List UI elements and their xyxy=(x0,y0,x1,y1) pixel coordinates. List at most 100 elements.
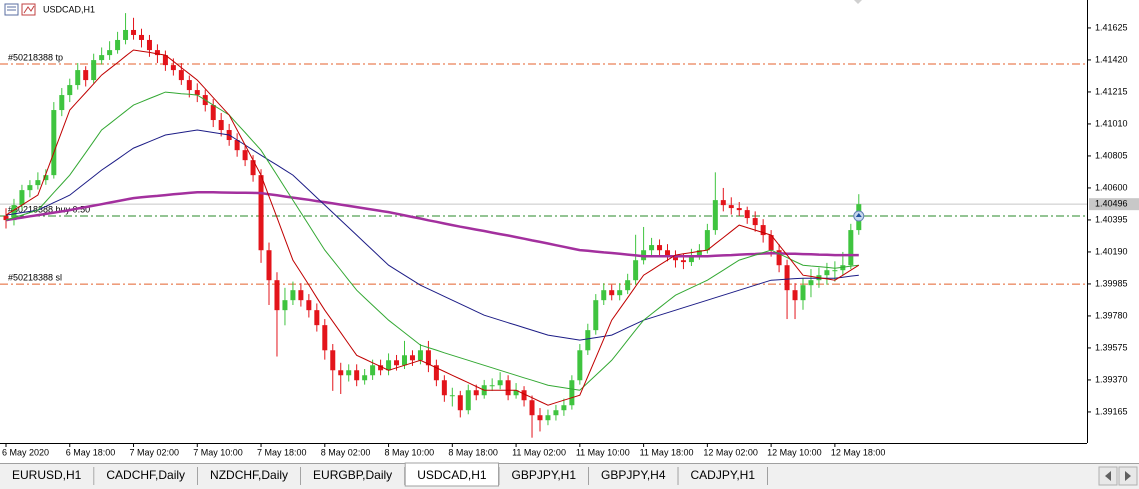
candle-body xyxy=(760,225,766,236)
candle-body xyxy=(457,395,463,411)
order-label: #50218388 sl xyxy=(8,272,62,282)
moving-average-line xyxy=(5,91,859,391)
moving-average-line xyxy=(5,49,860,406)
candle-body xyxy=(665,250,671,256)
candle-body xyxy=(521,390,527,401)
candle-body xyxy=(800,285,806,301)
tab-background xyxy=(301,465,405,485)
candle-body xyxy=(370,365,376,376)
tab-label: NZDCHF,Daily xyxy=(210,468,288,482)
tab-background xyxy=(94,465,198,485)
candle-body xyxy=(449,395,455,397)
y-tick-label: 1.39985 xyxy=(1095,278,1128,288)
tab[interactable]: NZDCHF,Daily xyxy=(198,465,302,485)
candle-body xyxy=(425,350,431,366)
candle-body xyxy=(99,55,105,61)
tab[interactable]: USDCAD,H1 xyxy=(404,462,500,487)
y-tick-label: 1.40190 xyxy=(1095,246,1128,256)
tab[interactable]: CADJPY,H1 xyxy=(678,465,768,485)
tab-bar: EURUSD,H1 CADCHF,Daily NZDCHF,Daily EURGBP,… xyxy=(0,462,1139,489)
candle-body xyxy=(67,85,73,96)
candle-body xyxy=(218,120,224,131)
candle-body xyxy=(465,390,471,411)
candle-body xyxy=(186,80,192,91)
candle-body xyxy=(417,350,423,361)
candle-body xyxy=(83,70,89,81)
tab[interactable]: CADCHF,Daily xyxy=(94,465,199,485)
x-tick-label: 8 May 18:00 xyxy=(448,447,498,457)
candle-body xyxy=(131,29,137,35)
candle-body xyxy=(11,205,17,221)
candle-body xyxy=(338,370,344,376)
x-tick-label: 8 May 10:00 xyxy=(385,447,435,457)
candle-body xyxy=(441,380,447,396)
moving-average-line xyxy=(5,129,859,341)
x-tick-label: 11 May 18:00 xyxy=(640,447,694,457)
tab-label: CADJPY,H1 xyxy=(691,468,756,482)
tab[interactable]: GBPJPY,H4 xyxy=(589,465,679,485)
y-tick-label: 1.40395 xyxy=(1095,214,1128,224)
candle-body xyxy=(170,65,176,71)
candle-body xyxy=(258,175,264,251)
candle-body xyxy=(752,218,758,226)
candle-body xyxy=(824,270,830,276)
candle-body xyxy=(378,365,384,371)
candle-body xyxy=(617,290,623,296)
candle-body xyxy=(784,265,790,291)
candle-body xyxy=(848,230,854,266)
trade-marker-arrow xyxy=(855,213,862,218)
candle-body xyxy=(250,160,256,176)
candle-body xyxy=(832,270,838,272)
tab-label: USDCAD,H1 xyxy=(417,468,487,482)
y-tick-label: 1.39165 xyxy=(1095,406,1128,416)
candle-body xyxy=(234,140,240,151)
candle-body xyxy=(657,245,663,251)
y-tick-label: 1.41625 xyxy=(1095,22,1128,32)
candle-body xyxy=(497,380,503,386)
candle-body xyxy=(561,405,567,411)
candle-body xyxy=(625,280,631,291)
candle-body xyxy=(3,216,9,221)
x-tick-label: 7 May 18:00 xyxy=(257,447,307,457)
candle-body xyxy=(776,250,782,266)
tab[interactable]: GBPJPY,H1 xyxy=(499,465,590,485)
candle-body xyxy=(680,260,686,263)
candle-body xyxy=(35,180,41,186)
x-tick-label: 11 May 10:00 xyxy=(576,447,630,457)
bid-label: 1.40496 xyxy=(1095,199,1128,209)
candle-body xyxy=(736,208,742,211)
candle-body xyxy=(322,325,328,351)
candle-body xyxy=(19,190,25,206)
tab-label: EURUSD,H1 xyxy=(12,468,82,482)
tab-label: EURGBP,Daily xyxy=(313,468,392,482)
tab[interactable]: EURUSD,H1 xyxy=(0,465,95,485)
candle-body xyxy=(569,380,575,406)
tab[interactable]: EURGBP,Daily xyxy=(301,465,406,485)
candle-body xyxy=(178,70,184,81)
candle-body xyxy=(577,350,583,381)
candle-body xyxy=(123,29,129,40)
candle-body xyxy=(162,55,168,66)
x-tick-label: 12 May 02:00 xyxy=(703,447,758,457)
bid-label-box xyxy=(1089,198,1139,211)
tab-background xyxy=(198,465,301,485)
x-tick-label: 12 May 18:00 xyxy=(831,447,886,457)
candle-body xyxy=(75,70,81,86)
candle-body xyxy=(688,255,694,263)
candle-body xyxy=(704,230,710,251)
candle-body xyxy=(473,390,479,396)
candle-body xyxy=(696,250,702,256)
x-tick-label: 7 May 10:00 xyxy=(193,447,243,457)
candle-body xyxy=(59,95,65,111)
y-tick-label: 1.39370 xyxy=(1095,374,1128,384)
x-tick-label: 6 May 18:00 xyxy=(66,447,116,457)
scroll-left-arrow xyxy=(1105,471,1111,481)
candle-body xyxy=(282,300,288,311)
candle-body xyxy=(505,380,511,396)
candle-body xyxy=(115,39,121,51)
candle-body xyxy=(672,255,678,261)
candle-body xyxy=(744,210,750,219)
chart-title: USDCAD,H1 xyxy=(43,4,95,14)
